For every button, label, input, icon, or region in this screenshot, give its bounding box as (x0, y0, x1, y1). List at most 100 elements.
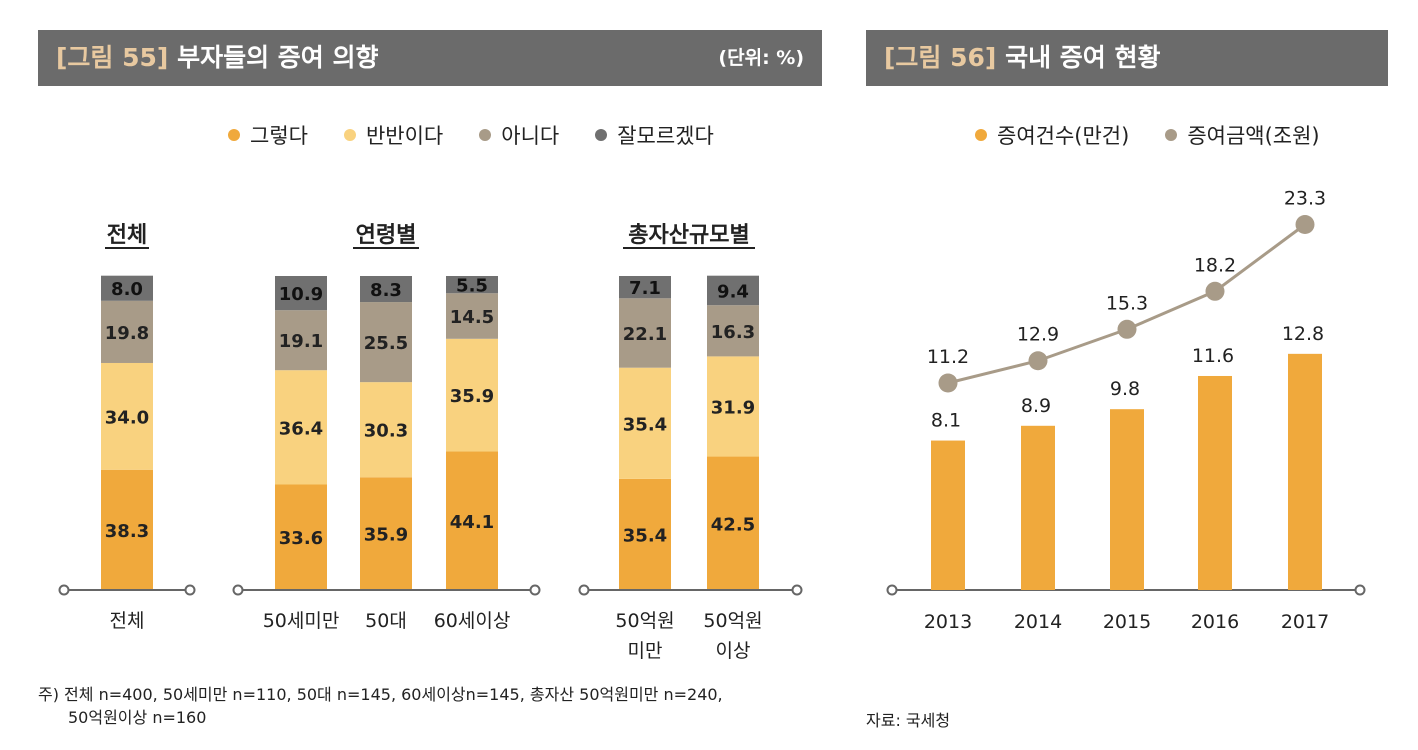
legend-item-yes: 그렇다 (228, 120, 308, 150)
stack-seg-3-1 (446, 338, 498, 452)
stack-seg-3-3 (446, 276, 498, 294)
axis-cap-left-1 (232, 584, 244, 596)
stack-seg-4-0 (619, 478, 671, 590)
left-figure-number: [그림 55] (56, 43, 169, 72)
year-label-2015: 2015 (1103, 611, 1151, 633)
stack-seg-4-2 (619, 298, 671, 368)
right-source: 자료: 국세청 (866, 711, 951, 730)
axis-cap-right-1 (529, 584, 541, 596)
right-legend: 증여건수(만건) 증여금액(조원) (975, 120, 1320, 150)
count-bar-2013 (931, 440, 965, 590)
legend-item-count: 증여건수(만건) (975, 120, 1129, 150)
stack-label-3-1: 35.9 (450, 386, 494, 407)
legend-item-no: 아니다 (479, 120, 559, 150)
legend-item-unknown: 잘모르겠다 (595, 120, 714, 150)
right-panel-title: [그림 56] 국내 증여 현황 (884, 30, 1161, 86)
count-bar-2016 (1198, 375, 1232, 590)
left-panel-title: [그림 55] 부자들의 증여 의향 (56, 30, 379, 86)
stack-label-4-1: 35.4 (623, 414, 667, 435)
stack-label-2-1: 30.3 (364, 421, 408, 442)
stack-seg-3-0 (446, 451, 498, 590)
stack-label-2-2: 25.5 (364, 333, 408, 354)
stack-label-5-3: 9.4 (717, 281, 749, 302)
category-label-5-0: 50억원 (703, 610, 762, 632)
legend-dot-count (975, 129, 987, 141)
right-axis-cap-right (1354, 584, 1366, 596)
legend-label-no: 아니다 (501, 124, 560, 148)
stack-seg-0-0 (101, 469, 153, 590)
legend-label-unknown: 잘모르겠다 (617, 124, 714, 148)
count-label-2016: 11.6 (1192, 345, 1234, 367)
year-label-2016: 2016 (1191, 611, 1239, 633)
group-title-0: 전체 (107, 223, 147, 248)
stack-label-5-1: 31.9 (711, 397, 755, 418)
stack-seg-2-0 (360, 477, 412, 590)
year-label-2017: 2017 (1281, 611, 1329, 633)
axis-cap-right-2 (791, 584, 803, 596)
year-label-2013: 2013 (924, 611, 972, 633)
axis-cap-right-0 (184, 584, 196, 596)
axis-cap-left-2 (578, 584, 590, 596)
stack-label-1-0: 33.6 (279, 528, 323, 549)
footnote-line-2: 50억원이상 n=160 (68, 708, 207, 727)
count-label-2015: 9.8 (1110, 378, 1140, 400)
stack-label-3-0: 44.1 (450, 512, 494, 533)
stack-seg-2-2 (360, 302, 412, 383)
amount-label-2016: 18.2 (1194, 254, 1236, 276)
amount-label-2017: 23.3 (1284, 187, 1326, 209)
stack-seg-2-3 (360, 276, 412, 303)
stack-seg-0-2 (101, 300, 153, 363)
amount-point-2017 (1295, 214, 1315, 234)
stack-label-2-0: 35.9 (364, 525, 408, 546)
left-panel-header: [그림 55] 부자들의 증여 의향 (단위: %) (38, 30, 822, 86)
stack-label-4-3: 7.1 (629, 278, 661, 299)
count-label-2013: 8.1 (931, 410, 961, 432)
footnote-line-1: 주) 전체 n=400, 50세미만 n=110, 50대 n=145, 60세… (38, 685, 723, 704)
stack-label-5-2: 16.3 (711, 322, 755, 343)
legend-label-count: 증여건수(만건) (997, 124, 1130, 148)
legend-item-amount: 증여금액(조원) (1165, 120, 1320, 150)
amount-point-2013 (938, 373, 958, 393)
legend-label-amount: 증여금액(조원) (1187, 124, 1320, 148)
stack-seg-0-1 (101, 362, 153, 470)
stack-seg-1-3 (275, 276, 327, 311)
stack-label-2-3: 8.3 (370, 280, 402, 301)
stack-seg-0-3 (101, 275, 153, 301)
category-label-4-0: 50억원 (615, 610, 674, 632)
legend-label-half: 반반이다 (365, 124, 444, 148)
legend-dot-yes (228, 129, 240, 141)
stack-label-0-0: 38.3 (105, 521, 149, 542)
category-label-2-0: 50대 (365, 610, 407, 632)
left-footnote: 주) 전체 n=400, 50세미만 n=110, 50대 n=145, 60세… (38, 683, 723, 729)
count-label-2017: 12.8 (1282, 323, 1324, 345)
stack-label-3-3: 5.5 (456, 276, 488, 297)
amount-point-2015 (1117, 319, 1137, 339)
category-label-5-1: 이상 (716, 640, 751, 662)
stack-seg-5-0 (707, 456, 759, 590)
legend-dot-unknown (595, 129, 608, 141)
stack-label-0-2: 19.8 (105, 323, 149, 344)
stack-seg-5-2 (707, 305, 759, 357)
stack-label-1-3: 10.9 (279, 284, 323, 305)
stack-seg-2-1 (360, 382, 412, 478)
amount-label-2015: 15.3 (1106, 292, 1148, 314)
count-bar-2015 (1110, 409, 1144, 590)
right-figure-title: 국내 증여 현황 (1005, 43, 1161, 72)
stack-seg-4-1 (619, 367, 671, 479)
count-bar-2017 (1288, 353, 1322, 590)
amount-point-2016 (1205, 281, 1225, 301)
stack-seg-1-1 (275, 370, 327, 485)
group-title-1: 연령별 (356, 223, 417, 248)
amount-point-2014 (1028, 351, 1048, 371)
stack-seg-5-3 (707, 275, 759, 306)
stack-label-1-1: 36.4 (279, 418, 323, 439)
category-label-4-1: 미만 (628, 640, 663, 662)
category-label-0-0: 전체 (110, 610, 145, 632)
stack-label-0-1: 34.0 (105, 407, 149, 428)
amount-label-2014: 12.9 (1017, 324, 1059, 346)
year-label-2014: 2014 (1014, 611, 1062, 633)
stack-label-0-3: 8.0 (111, 279, 143, 300)
stack-seg-1-2 (275, 310, 327, 371)
category-label-1-0: 50세미만 (263, 610, 340, 632)
